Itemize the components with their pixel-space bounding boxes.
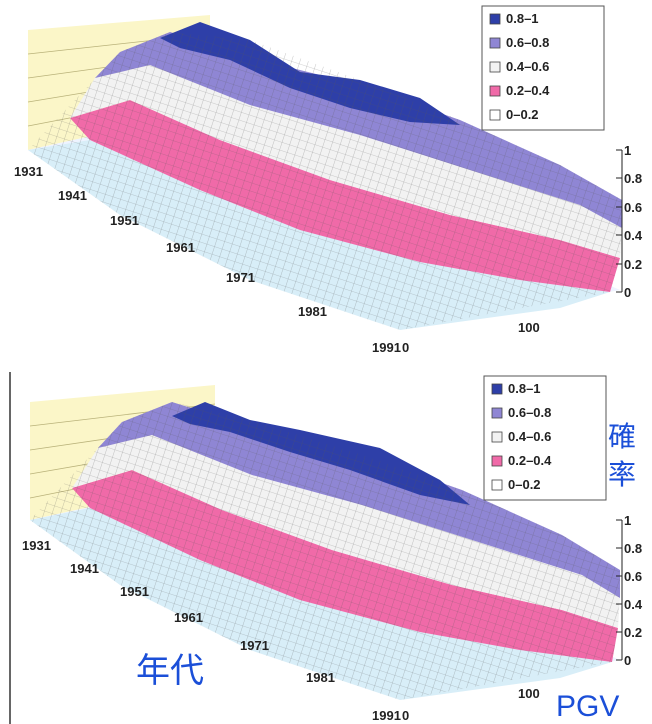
legend-swatch (491, 455, 503, 467)
z-axis-title-char-2: 率 (608, 459, 636, 490)
z-tick-label: 0.2 (624, 625, 642, 640)
legend-swatch (489, 85, 501, 97)
legend-box (481, 5, 605, 131)
legend-label: 0.4–0.6 (508, 429, 551, 444)
z-tick-label: 0 (624, 285, 631, 300)
legend-swatch (489, 37, 501, 49)
year-tick-label: 1961 (174, 610, 203, 625)
pgv-tick-label: 0 (402, 340, 409, 355)
legend-label: 0.2–0.4 (506, 83, 550, 98)
z-axis-title-char-1: 確 (608, 421, 636, 452)
z-tick-label: 0 (624, 653, 631, 668)
legend-swatch (491, 479, 503, 491)
year-tick-label: 1931 (14, 164, 43, 179)
legend-swatch (491, 407, 503, 419)
pgv-tick-label: 0 (402, 708, 409, 723)
z-tick-label: 1 (624, 143, 631, 158)
legend-label: 0–0.2 (508, 477, 541, 492)
z-tick-label: 0.8 (624, 171, 642, 186)
chart-top: 1 0.8 0.6 0.4 0.2 0 1931 1941 1951 1961 … (14, 5, 643, 355)
pgv-axis: 100 0 (402, 686, 540, 723)
x-axis-title: 年代 (136, 652, 204, 690)
z-tick-label: 1 (624, 513, 631, 528)
z-axis: 1 0.8 0.6 0.4 0.2 0 (616, 513, 643, 668)
z-tick-label: 0.2 (624, 257, 642, 272)
z-tick-label: 0.6 (624, 200, 642, 215)
legend-label: 0.6–0.8 (506, 35, 549, 50)
year-tick-label: 1991 (372, 340, 401, 355)
legend-swatch (491, 383, 503, 395)
legend-label: 0.4–0.6 (506, 59, 549, 74)
z-axis: 1 0.8 0.6 0.4 0.2 0 (616, 143, 643, 300)
legend-label: 0.8–1 (506, 11, 539, 26)
legend-swatch (489, 61, 501, 73)
pgv-tick-label: 100 (518, 320, 540, 335)
legend-box (483, 375, 607, 501)
year-tick-label: 1971 (240, 638, 269, 653)
legend-swatch (489, 109, 501, 121)
year-axis: 1931 1941 1951 1961 1971 1981 1991 (14, 164, 401, 355)
legend-swatch (491, 431, 503, 443)
legend-label: 0.8–1 (508, 381, 541, 396)
legend: 0.8–1 0.6–0.8 0.4–0.6 0.2–0.4 0–0.2 (483, 375, 607, 501)
year-tick-label: 1981 (306, 670, 335, 685)
legend-label: 0.2–0.4 (508, 453, 552, 468)
surface-mesh (28, 32, 622, 330)
year-tick-label: 1981 (298, 304, 327, 319)
year-tick-label: 1941 (70, 561, 99, 576)
pgv-axis: 100 0 (402, 320, 540, 355)
pgv-tick-label: 100 (518, 686, 540, 701)
legend-swatch (489, 13, 501, 25)
year-tick-label: 1961 (166, 240, 195, 255)
year-tick-label: 1991 (372, 708, 401, 723)
chart-bottom: 1 0.8 0.6 0.4 0.2 0 1931 1941 1951 1961 … (22, 375, 643, 723)
year-tick-label: 1941 (58, 188, 87, 203)
z-tick-label: 0.4 (624, 228, 643, 243)
legend-label: 0–0.2 (506, 107, 539, 122)
year-tick-label: 1971 (226, 270, 255, 285)
z-tick-label: 0.6 (624, 569, 642, 584)
legend: 0.8–1 0.6–0.8 0.4–0.6 0.2–0.4 0–0.2 (481, 5, 605, 131)
year-axis: 1931 1941 1951 1961 1971 1981 1991 (22, 538, 401, 723)
surface-mesh (30, 402, 620, 700)
y-axis-title: PGV (556, 690, 619, 723)
year-tick-label: 1951 (120, 584, 149, 599)
legend-label: 0.6–0.8 (508, 405, 551, 420)
year-tick-label: 1931 (22, 538, 51, 553)
z-tick-label: 0.4 (624, 597, 643, 612)
year-tick-label: 1951 (110, 213, 139, 228)
z-tick-label: 0.8 (624, 541, 642, 556)
